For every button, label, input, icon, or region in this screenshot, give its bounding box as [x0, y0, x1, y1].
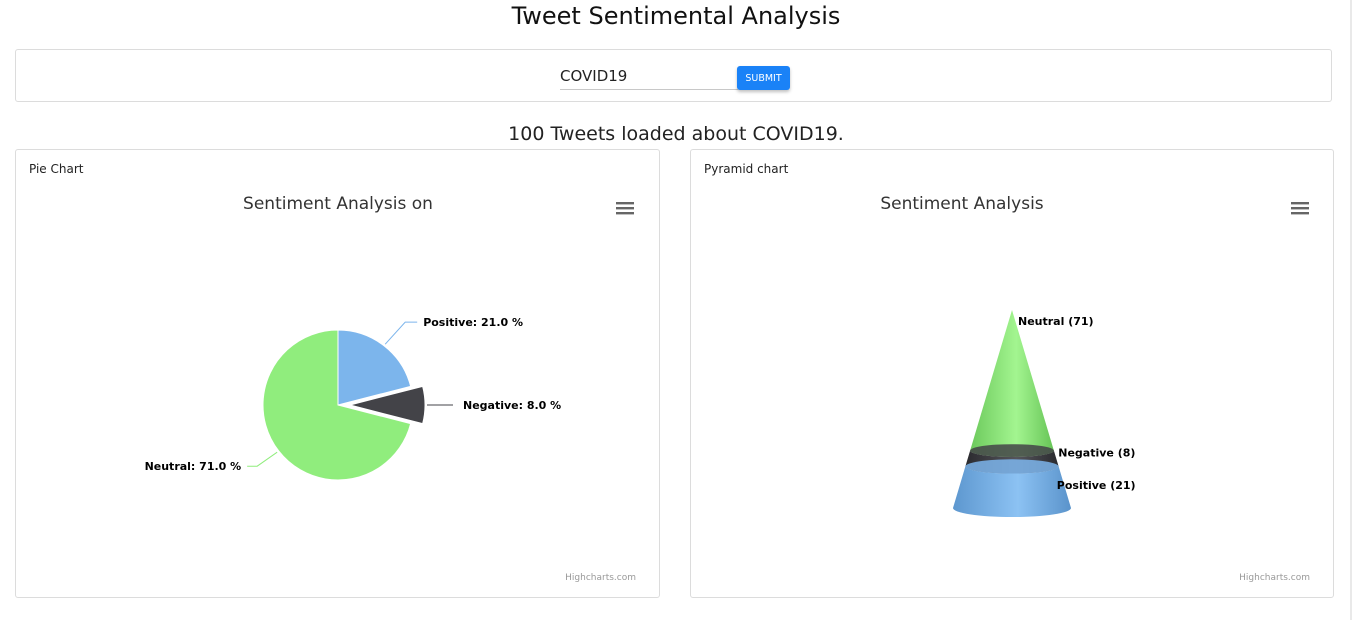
status-text: 100 Tweets loaded about COVID19.	[508, 123, 844, 145]
pie-connector-positive	[384, 321, 418, 345]
pyramid-segment-neutral[interactable]	[970, 310, 1054, 457]
pie-slice-negative[interactable]	[349, 385, 426, 425]
scrollbar-edge	[1350, 0, 1352, 620]
submit-button[interactable]: SUBMIT	[737, 66, 790, 90]
hamburger-menu-icon[interactable]	[1291, 202, 1309, 215]
hamburger-menu-icon[interactable]	[616, 202, 634, 215]
pyramid-segment-positive[interactable]	[953, 466, 1071, 517]
pie-data-label-positive: Positive: 21.0 %	[423, 316, 523, 329]
pie-slice-positive[interactable]	[337, 329, 412, 406]
pyramid-data-label-negative: Negative (8)	[1058, 447, 1135, 460]
pyramid-chart: Sentiment Analysis Neutral (71) Negative …	[880, 194, 1310, 583]
pie-data-label-neutral: Neutral: 71.0 %	[145, 460, 242, 473]
search-input[interactable]	[560, 65, 738, 90]
page-title: Tweet Sentimental Analysis	[511, 2, 841, 30]
pyramid-segment-top-negative	[970, 444, 1054, 457]
pie-data-label-negative: Negative: 8.0 %	[463, 399, 561, 412]
search-card: SUBMIT	[15, 49, 1332, 102]
pyramid-credit[interactable]: Highcharts.com	[1239, 573, 1310, 583]
pie-chart: Sentiment Analysis on Positive: 21.0 % Ne…	[145, 194, 636, 583]
pyramid-data-label-neutral: Neutral (71)	[1018, 315, 1094, 328]
pyramid-chart-card: Pyramid chart Sentiment Analysis	[690, 149, 1334, 598]
pie-credit[interactable]: Highcharts.com	[565, 573, 636, 583]
pie-chart-card: Pie Chart Sentiment Analysis on Positive…	[15, 149, 660, 598]
pyramid-data-label-positive: Positive (21)	[1057, 479, 1136, 492]
pie-chart-title: Sentiment Analysis on	[243, 194, 433, 214]
pie-connector-neutral	[247, 451, 278, 467]
pie-slice-neutral[interactable]	[262, 329, 412, 481]
pyramid-segment-top-positive	[965, 459, 1059, 474]
pyramid-card-title: Pyramid chart	[704, 162, 789, 176]
pie-card-title: Pie Chart	[29, 162, 84, 176]
pyramid-chart-title: Sentiment Analysis	[880, 194, 1043, 214]
